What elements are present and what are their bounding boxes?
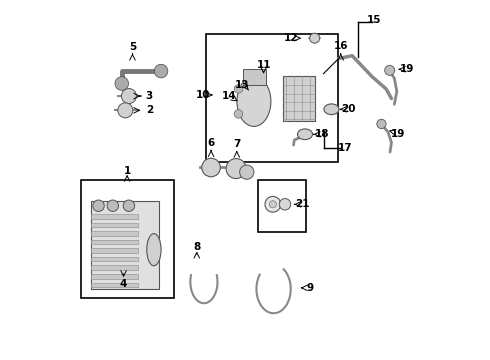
Bar <box>92 202 159 289</box>
Text: 7: 7 <box>233 139 241 149</box>
Circle shape <box>234 85 243 93</box>
Bar <box>258 180 306 232</box>
Circle shape <box>310 33 319 43</box>
Circle shape <box>377 119 386 129</box>
Text: 3: 3 <box>146 91 153 101</box>
Circle shape <box>118 103 133 118</box>
Circle shape <box>115 77 128 90</box>
Text: 9: 9 <box>306 283 314 293</box>
Text: 19: 19 <box>391 129 405 139</box>
Text: 20: 20 <box>342 104 356 114</box>
Text: 12: 12 <box>284 33 299 43</box>
Ellipse shape <box>297 129 313 140</box>
Text: 21: 21 <box>295 199 310 209</box>
Text: 4: 4 <box>120 279 127 289</box>
Circle shape <box>385 65 394 75</box>
Text: 17: 17 <box>338 143 352 153</box>
Bar <box>92 222 138 227</box>
Ellipse shape <box>324 104 339 114</box>
Circle shape <box>265 197 281 212</box>
Circle shape <box>279 199 291 210</box>
Circle shape <box>226 158 246 179</box>
Bar <box>92 248 138 253</box>
Text: 13: 13 <box>235 80 249 90</box>
Text: 16: 16 <box>334 41 348 51</box>
Circle shape <box>154 64 168 78</box>
Bar <box>81 180 173 298</box>
Text: 19: 19 <box>400 64 414 74</box>
Circle shape <box>234 110 243 118</box>
Bar <box>283 76 316 121</box>
Bar <box>206 33 338 162</box>
Text: 2: 2 <box>146 105 153 115</box>
Circle shape <box>202 158 220 177</box>
Text: 6: 6 <box>207 138 215 148</box>
Text: 8: 8 <box>193 242 200 252</box>
Text: 1: 1 <box>123 166 131 176</box>
Circle shape <box>240 165 254 179</box>
Bar <box>92 240 138 244</box>
Ellipse shape <box>147 234 161 266</box>
Circle shape <box>122 89 136 104</box>
Bar <box>92 265 138 270</box>
Bar <box>92 257 138 261</box>
Circle shape <box>93 200 104 211</box>
Bar <box>92 283 138 287</box>
Text: 14: 14 <box>221 91 236 101</box>
Circle shape <box>270 201 276 208</box>
Ellipse shape <box>237 76 271 126</box>
Bar <box>92 214 138 219</box>
Text: 5: 5 <box>129 42 136 52</box>
Bar <box>92 231 138 236</box>
Text: 15: 15 <box>367 15 382 25</box>
Circle shape <box>123 200 135 211</box>
Bar <box>92 274 138 279</box>
Circle shape <box>107 200 119 211</box>
Text: 18: 18 <box>315 129 329 139</box>
Text: 10: 10 <box>196 90 210 100</box>
Bar <box>243 69 267 85</box>
Text: 11: 11 <box>256 60 271 70</box>
